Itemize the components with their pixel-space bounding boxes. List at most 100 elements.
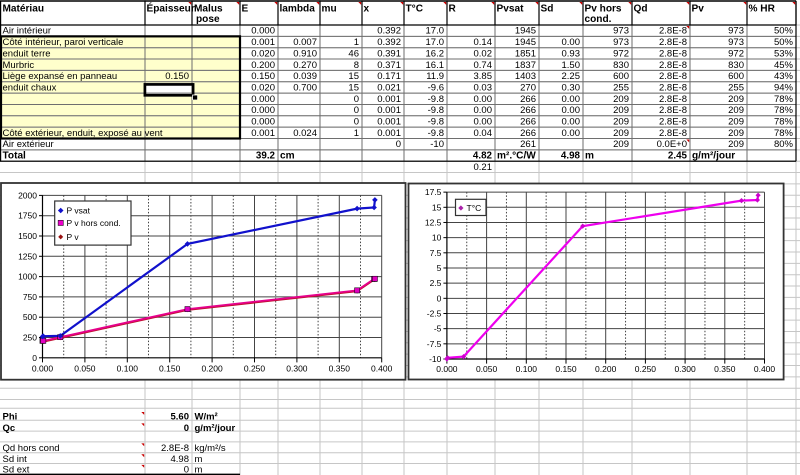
svg-text:2.8E-8: 2.8E-8 (659, 94, 687, 105)
svg-text:0.400: 0.400 (754, 364, 776, 374)
svg-text:pose: pose (196, 14, 220, 25)
svg-text:lambda: lambda (280, 4, 316, 15)
svg-text:0: 0 (354, 117, 359, 128)
svg-text:209: 209 (728, 94, 744, 105)
svg-text:cond.: cond. (585, 14, 612, 25)
svg-text:0.00: 0.00 (474, 94, 493, 105)
svg-text:0.150: 0.150 (251, 71, 275, 82)
svg-text:0.21: 0.21 (474, 162, 493, 173)
svg-text:600: 600 (728, 71, 744, 82)
svg-text:-10: -10 (429, 354, 442, 364)
svg-text:255: 255 (728, 82, 744, 93)
svg-text:266: 266 (520, 117, 536, 128)
svg-text:1500: 1500 (18, 231, 37, 241)
svg-text:209: 209 (728, 117, 744, 128)
svg-text:2.25: 2.25 (562, 71, 581, 82)
svg-text:0.74: 0.74 (474, 60, 493, 71)
svg-text:0.024: 0.024 (293, 128, 317, 139)
svg-text:2.8E-8: 2.8E-8 (659, 82, 687, 93)
svg-text:0.001: 0.001 (377, 94, 401, 105)
svg-text:0.150: 0.150 (165, 71, 189, 82)
svg-text:16.1: 16.1 (426, 60, 445, 71)
svg-text:2.45: 2.45 (668, 151, 688, 162)
svg-text:Qd hors cond: Qd hors cond (3, 443, 60, 454)
svg-text:5.60: 5.60 (171, 412, 190, 423)
svg-text:0.000: 0.000 (436, 364, 458, 374)
svg-text:Phi: Phi (3, 412, 18, 423)
svg-text:600: 600 (613, 71, 629, 82)
svg-text:Murbric: Murbric (3, 60, 35, 71)
svg-text:0: 0 (184, 465, 189, 475)
svg-text:0.039: 0.039 (293, 71, 317, 82)
svg-text:0.250: 0.250 (635, 364, 657, 374)
svg-text:1945: 1945 (515, 37, 536, 48)
svg-text:15: 15 (348, 71, 359, 82)
svg-text:266: 266 (520, 94, 536, 105)
svg-text:0.200: 0.200 (251, 60, 275, 71)
svg-text:1750: 1750 (18, 211, 37, 221)
svg-text:973: 973 (728, 26, 744, 37)
svg-text:Sd: Sd (541, 4, 554, 15)
svg-text:209: 209 (613, 105, 629, 116)
svg-text:0.007: 0.007 (293, 37, 317, 48)
svg-text:T°C: T°C (467, 203, 482, 213)
svg-text:5: 5 (437, 263, 442, 273)
svg-text:0.02: 0.02 (474, 48, 493, 59)
svg-text:1.50: 1.50 (562, 60, 581, 71)
svg-text:39.2: 39.2 (256, 151, 276, 162)
svg-text:0.171: 0.171 (377, 71, 401, 82)
svg-text:2.8E-8: 2.8E-8 (659, 60, 687, 71)
svg-text:0.93: 0.93 (562, 48, 581, 59)
svg-text:0.001: 0.001 (251, 128, 275, 139)
svg-text:-9.8: -9.8 (428, 105, 444, 116)
svg-text:0.00: 0.00 (562, 94, 581, 105)
svg-text:0.100: 0.100 (516, 364, 538, 374)
svg-text:0.021: 0.021 (377, 82, 401, 93)
svg-text:2.8E-8: 2.8E-8 (161, 443, 189, 454)
svg-text:0.050: 0.050 (74, 364, 96, 374)
svg-text:0.000: 0.000 (251, 105, 275, 116)
svg-text:209: 209 (728, 128, 744, 139)
svg-text:0.371: 0.371 (377, 60, 401, 71)
svg-text:2.5: 2.5 (430, 278, 442, 288)
svg-text:12.5: 12.5 (425, 217, 442, 227)
svg-text:-9.8: -9.8 (428, 94, 444, 105)
svg-text:2000: 2000 (18, 190, 37, 200)
svg-text:255: 255 (613, 82, 629, 93)
svg-text:209: 209 (613, 94, 629, 105)
svg-text:0.700: 0.700 (293, 82, 317, 93)
svg-text:Pvsat: Pvsat (497, 4, 525, 15)
svg-text:0.000: 0.000 (251, 117, 275, 128)
svg-text:0.00: 0.00 (562, 128, 581, 139)
svg-text:17.0: 17.0 (426, 37, 445, 48)
svg-text:mu: mu (322, 4, 337, 15)
svg-text:Air extérieur: Air extérieur (3, 139, 54, 150)
svg-text:m².°C/W: m².°C/W (497, 151, 536, 162)
svg-text:0.001: 0.001 (377, 128, 401, 139)
svg-text:kg/m²/s: kg/m²/s (195, 443, 226, 454)
svg-text:973: 973 (728, 37, 744, 48)
svg-text:-5: -5 (434, 324, 442, 334)
svg-text:0.270: 0.270 (293, 60, 317, 71)
svg-text:209: 209 (728, 139, 744, 150)
svg-text:1945: 1945 (515, 26, 536, 37)
svg-text:261: 261 (520, 139, 536, 150)
svg-text:0.400: 0.400 (371, 364, 393, 374)
svg-text:1837: 1837 (515, 60, 536, 71)
svg-text:R: R (449, 4, 457, 15)
svg-text:972: 972 (613, 48, 629, 59)
svg-text:% HR: % HR (749, 4, 776, 15)
svg-text:2.8E-8: 2.8E-8 (659, 117, 687, 128)
svg-text:53%: 53% (774, 48, 794, 59)
svg-text:209: 209 (728, 105, 744, 116)
svg-text:P v hors cond.: P v hors cond. (67, 218, 121, 228)
svg-text:g/m²/jour: g/m²/jour (195, 423, 236, 434)
svg-text:-9.8: -9.8 (428, 117, 444, 128)
svg-text:4.98: 4.98 (171, 454, 190, 465)
svg-text:209: 209 (613, 139, 629, 150)
svg-text:Liège expansé en panneau: Liège expansé en panneau (3, 71, 118, 82)
svg-text:0: 0 (184, 423, 189, 434)
svg-text:0.150: 0.150 (159, 364, 181, 374)
svg-text:0.00: 0.00 (474, 105, 493, 116)
svg-text:2.8E-8: 2.8E-8 (659, 48, 687, 59)
